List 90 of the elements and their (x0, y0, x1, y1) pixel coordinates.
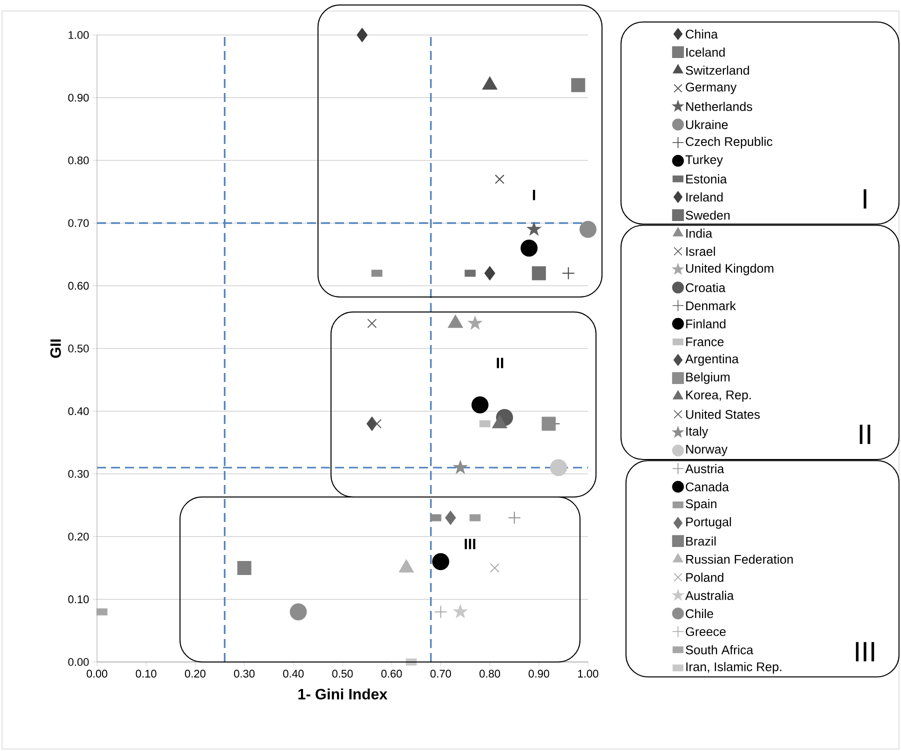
point (237, 560, 252, 575)
legend-label: Czech Republic (686, 136, 772, 148)
legend-label: Turkey (685, 154, 723, 167)
y-tick-label: 0.30 (68, 470, 89, 478)
legend-label: Germany (686, 82, 737, 94)
point (432, 553, 450, 570)
legend-label: Estonia (686, 174, 727, 184)
x-tick-label: 0.20 (184, 670, 206, 678)
point (468, 316, 482, 330)
y-axis-title: GII (50, 339, 61, 358)
legend-label: Greece (686, 627, 726, 636)
legend-label: France (686, 338, 724, 346)
legend-label: Israel (686, 246, 715, 256)
y-tick-label: 0.90 (68, 94, 89, 102)
x-tick-label: 0.50 (332, 670, 353, 678)
legend-label: Ukraine (686, 120, 728, 130)
legend-label: Italy (686, 426, 708, 438)
legend-label: Korea, Rep. (686, 390, 751, 402)
legend-label: Austria (685, 464, 724, 474)
x-tick-label: 0.30 (234, 670, 255, 678)
y-tick-label: 0.00 (68, 658, 89, 666)
y-tick-label: 0.20 (68, 532, 89, 540)
x-tick-label: 1.00 (578, 670, 598, 678)
x-tick-label: 0.00 (86, 670, 108, 678)
legend-label: Canada (686, 482, 729, 492)
legend-label: India (686, 228, 712, 238)
legend-label: Australia (685, 590, 734, 600)
y-tick-label: 0.60 (68, 282, 89, 290)
point (532, 266, 546, 280)
legend-label: Norway (686, 444, 728, 456)
point (367, 318, 377, 328)
legend-label: Argentina (685, 354, 739, 366)
text: II (860, 424, 870, 444)
y-tick-label: 1.00 (68, 31, 89, 39)
legend-label: Sweden (686, 210, 730, 220)
y-tick-label: 0.40 (68, 407, 89, 416)
legend-label: Chile (686, 608, 714, 618)
x-tick-label: 0.10 (136, 670, 156, 678)
point (571, 78, 586, 92)
legend-label: Croatia (686, 282, 726, 292)
legend-label: United Kingdom (686, 264, 774, 276)
point (562, 266, 575, 280)
x-tick-label: 0.40 (283, 670, 304, 678)
legend-label: Ireland (686, 192, 723, 202)
legend-label: Belgium (686, 372, 730, 384)
annotation: II (496, 358, 504, 368)
legend-label: Russian Federation (686, 554, 793, 564)
point (356, 28, 368, 42)
legend-label: Netherlands (686, 102, 752, 112)
x-tick-label: 0.60 (381, 670, 402, 678)
x-tick-label: 0.90 (528, 670, 550, 678)
legend-label: China (686, 29, 718, 39)
point (434, 605, 448, 618)
point (490, 563, 500, 573)
x-tick-label: 0.80 (480, 670, 500, 678)
legend-label: Denmark (686, 301, 736, 310)
point (454, 604, 468, 618)
legend-label: Finland (686, 319, 726, 328)
point (290, 603, 307, 620)
legend-label: Brazil (686, 536, 716, 546)
point (454, 460, 468, 474)
annotation: I (532, 190, 536, 200)
text: III (856, 642, 874, 662)
annotation: III (464, 538, 476, 550)
legend-label: Switzerland (686, 66, 750, 75)
point (484, 266, 496, 280)
point (445, 510, 456, 525)
point (508, 511, 521, 524)
point (520, 240, 538, 257)
legend-label: Spain (686, 499, 716, 511)
legend-label: Iran, Islamic Rep. (686, 662, 782, 674)
x-tick-label: 0.70 (430, 670, 451, 678)
y-tick-label: 0.70 (68, 219, 89, 227)
text: I (864, 189, 866, 209)
point (580, 220, 597, 238)
legend-label: Poland (686, 572, 724, 582)
y-tick-label: 0.10 (68, 595, 89, 604)
point (550, 459, 568, 476)
legend-label: Iceland (686, 48, 725, 57)
point (542, 416, 556, 431)
point (527, 222, 541, 236)
y-tick-label: 0.50 (68, 344, 89, 352)
legend-label: South Africa (686, 645, 754, 654)
point (471, 396, 488, 414)
y-tick-label: 0.80 (68, 156, 89, 164)
legend-label: Portugal (686, 517, 731, 529)
legend-label: United States (686, 410, 760, 419)
point (372, 418, 382, 428)
point (494, 174, 504, 184)
x-axis-title: 1- Gini Index (298, 688, 388, 700)
